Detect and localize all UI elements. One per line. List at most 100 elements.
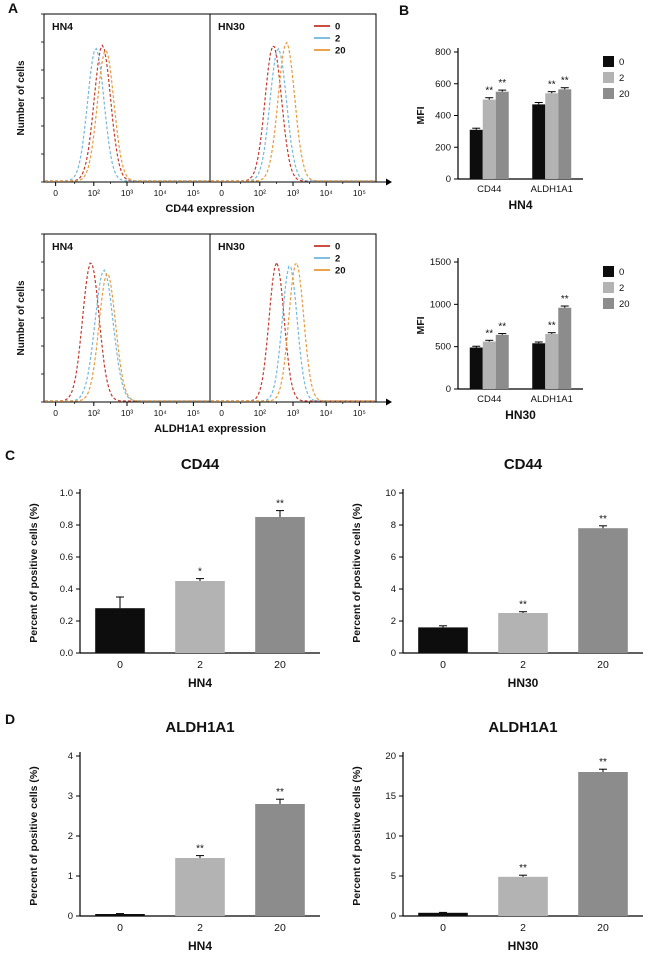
bar bbox=[175, 858, 225, 916]
bar bbox=[578, 528, 628, 653]
x-axis-title: HN30 bbox=[508, 676, 539, 690]
y-tick-label: 0.4 bbox=[60, 584, 73, 595]
x-tick-label: 0 bbox=[53, 188, 58, 198]
bar-chart-aldh1a1-hn30: ALDH1A1 0 5 10 15 20 Percent of positive cells… bbox=[345, 718, 655, 963]
panel-a-label: A bbox=[8, 0, 19, 16]
bar bbox=[482, 341, 496, 389]
y-tick-label: 6 bbox=[391, 552, 396, 563]
bar bbox=[255, 517, 305, 653]
x-axis-arrow-icon bbox=[386, 398, 392, 406]
legend-label: 2 bbox=[619, 73, 624, 84]
legend-label: 0 bbox=[335, 242, 340, 253]
significance-label: ** bbox=[519, 863, 527, 874]
chart-title: ALDH1A1 bbox=[488, 719, 557, 736]
flow-panel-box bbox=[43, 13, 211, 183]
bar-chart-cd44-hn4: CD44 0.0 0.2 0.4 0.6 0.8 1.0 Percent of positiv… bbox=[22, 455, 332, 710]
histogram-curve-20 bbox=[45, 273, 209, 402]
bar bbox=[418, 912, 468, 916]
legend-label: 2 bbox=[335, 254, 340, 265]
x-tick-label: 10² bbox=[88, 408, 100, 418]
y-tick-label: 1500 bbox=[430, 257, 451, 268]
flow-panel-name: HN4 bbox=[52, 21, 73, 33]
bar bbox=[578, 772, 628, 916]
bar-chart-mfi-hn30: 0 500 1000 1500 MFI ** ** CD44 ** ** ALDH1A1 0 2 20 HN… bbox=[410, 232, 660, 442]
x-axis-title: HN30 bbox=[508, 939, 539, 953]
panel-c-label: C bbox=[5, 447, 16, 463]
y-tick-label: 200 bbox=[435, 142, 451, 153]
x-tick-label: 10³ bbox=[287, 188, 299, 198]
x-tick-label: 10⁵ bbox=[187, 188, 200, 198]
legend-label: 0 bbox=[619, 267, 624, 278]
y-tick-label: 2 bbox=[391, 616, 396, 627]
legend-label: 2 bbox=[619, 283, 624, 294]
bar bbox=[545, 93, 559, 179]
bar bbox=[498, 613, 548, 653]
x-tick-label: 10⁴ bbox=[320, 188, 333, 198]
flow-panel-name: HN30 bbox=[218, 241, 245, 253]
aldh1a1-hn4-svg: ALDH1A1 0 1 2 3 4 Percent of positive cells (%… bbox=[28, 719, 320, 953]
y-tick-label: 10 bbox=[385, 488, 396, 499]
y-tick-label: 0.6 bbox=[60, 552, 73, 563]
x-tick-label: 10² bbox=[254, 408, 266, 418]
legend-label: 20 bbox=[619, 89, 630, 100]
y-tick-label: 400 bbox=[435, 111, 451, 122]
x-axis-title: HN4 bbox=[188, 939, 212, 953]
histogram-curve-20 bbox=[211, 41, 375, 182]
legend-label: 0 bbox=[619, 57, 624, 68]
x-tick-label: 0 bbox=[53, 408, 58, 418]
histogram-curve-0 bbox=[211, 45, 375, 182]
y-axis-label: Number of cells bbox=[16, 280, 27, 355]
histogram-curve-0 bbox=[45, 262, 209, 402]
x-axis-title: HN4 bbox=[188, 676, 212, 690]
histogram-curve-0 bbox=[45, 44, 209, 182]
significance-label: ** bbox=[485, 328, 493, 339]
x-tick-label: 10³ bbox=[121, 188, 133, 198]
y-axis-label: Percent of positive cells (%) bbox=[28, 503, 40, 642]
y-tick-label: 500 bbox=[435, 342, 451, 353]
bar bbox=[545, 333, 559, 389]
x-tick-label: 0 bbox=[440, 659, 446, 671]
y-tick-label: 4 bbox=[391, 584, 396, 595]
y-tick-label: 1000 bbox=[430, 299, 451, 310]
x-tick-label: 0 bbox=[219, 408, 224, 418]
bar bbox=[95, 914, 145, 916]
flow-chart-cd44: Number of cells HN4 0 10² 10³ 10⁴ 10⁵ HN30 0 10² 1… bbox=[14, 8, 396, 235]
histogram-curve-2 bbox=[45, 47, 209, 182]
x-tick-label: 10⁵ bbox=[353, 188, 366, 198]
x-tick-label: 0 bbox=[440, 922, 446, 934]
flow-panel-box bbox=[209, 233, 377, 403]
histogram-curve-2 bbox=[211, 265, 375, 402]
y-axis-label: Number of cells bbox=[16, 60, 27, 135]
flow-panel-name: HN30 bbox=[218, 21, 245, 33]
x-axis-title: HN4 bbox=[508, 198, 532, 212]
x-tick-label: 10³ bbox=[121, 408, 133, 418]
flow-chart-aldh1a1: Number of cells HN4 0 10² 10³ 10⁴ 10⁵ HN30 0 10² 1… bbox=[14, 228, 396, 455]
bar bbox=[175, 581, 225, 653]
x-axis-title: CD44 expression bbox=[165, 203, 255, 215]
bar bbox=[532, 104, 546, 179]
y-tick-label: 1.0 bbox=[60, 488, 73, 499]
significance-label: ** bbox=[561, 294, 569, 305]
x-tick-label: CD44 bbox=[477, 394, 501, 405]
bar bbox=[482, 99, 496, 179]
x-tick-label: 10³ bbox=[287, 408, 299, 418]
bar bbox=[558, 89, 572, 179]
significance-label: ** bbox=[498, 78, 506, 89]
significance-label: ** bbox=[498, 322, 506, 333]
flow-panel-name: HN4 bbox=[52, 241, 73, 253]
x-tick-label: 10⁵ bbox=[353, 408, 366, 418]
flow-aldh1a1-svg: Number of cells HN4 0 10² 10³ 10⁴ 10⁵ HN30 0 10² 1… bbox=[16, 233, 392, 435]
x-tick-label: 2 bbox=[520, 922, 526, 934]
significance-label: ** bbox=[548, 80, 556, 91]
bar bbox=[498, 876, 548, 916]
x-axis-title: HN30 bbox=[505, 408, 536, 422]
y-axis-label: MFI bbox=[415, 106, 427, 124]
x-tick-label: 20 bbox=[597, 922, 609, 934]
bar-chart-mfi-hn4: 0 200 400 600 800 MFI ** ** CD44 ** ** ALDH1A1 0 2 20 H… bbox=[410, 22, 660, 232]
histogram-curve-20 bbox=[211, 262, 375, 402]
y-tick-label: 600 bbox=[435, 79, 451, 90]
legend-label: 2 bbox=[335, 34, 340, 45]
x-tick-label: 2 bbox=[197, 659, 203, 671]
